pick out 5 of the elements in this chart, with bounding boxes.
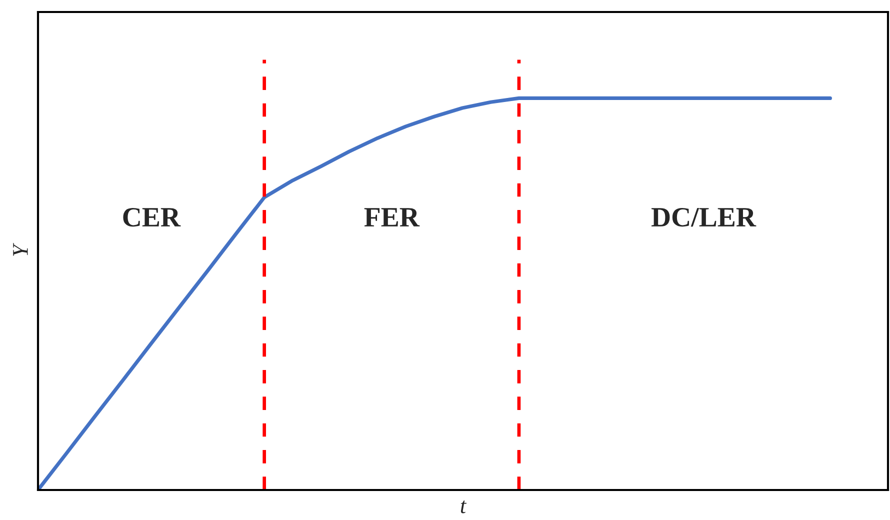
- annotation: FER: [364, 208, 420, 226]
- y-axis-title: Y: [13, 242, 28, 256]
- annotation: DC/LER: [651, 208, 756, 227]
- x-axis-title: t: [460, 500, 467, 514]
- annotation: CER: [123, 208, 181, 227]
